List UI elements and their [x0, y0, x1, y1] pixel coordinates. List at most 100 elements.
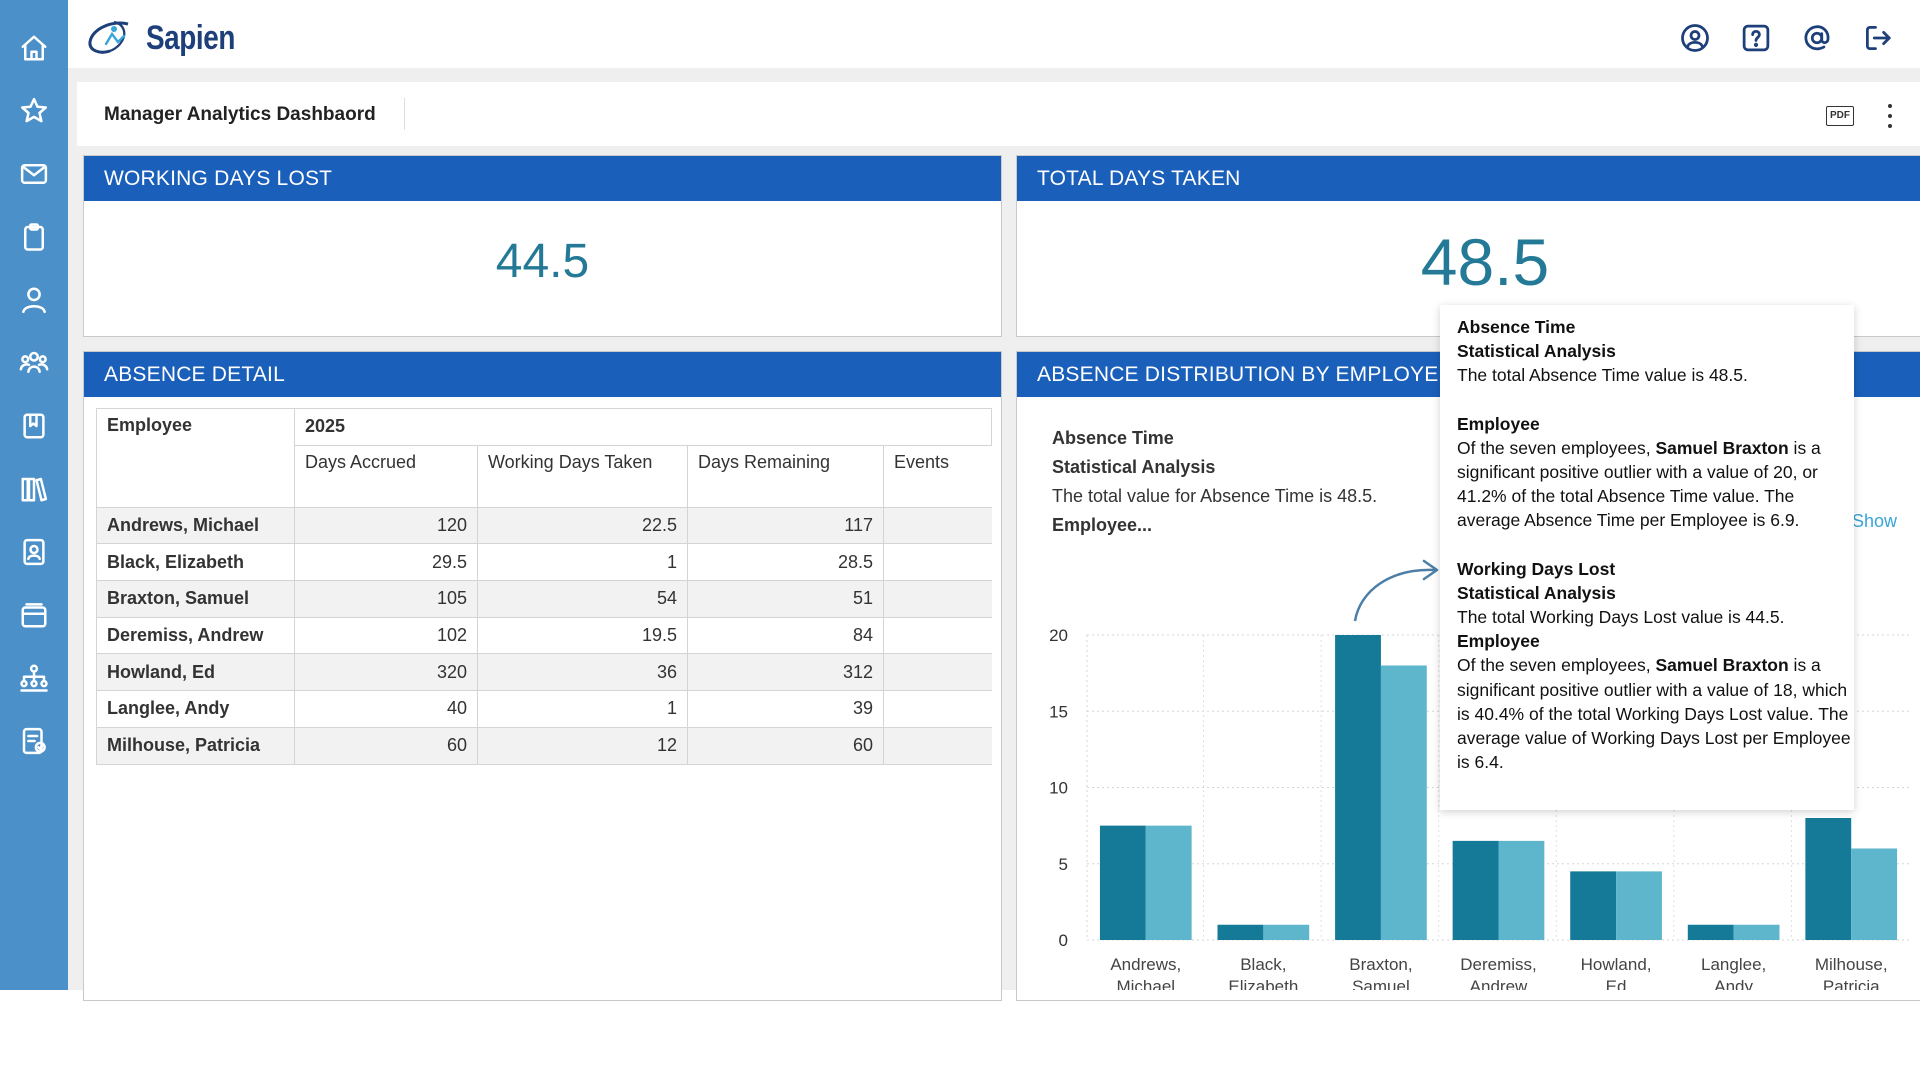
absence-detail-table: Employee 2025 Days Accrued Working Days …	[96, 408, 992, 765]
events	[883, 543, 992, 582]
bar	[1805, 818, 1852, 940]
org-chart-icon[interactable]	[0, 658, 68, 698]
summary-text: The total value for Absence Time is 48.5…	[1052, 486, 1378, 506]
days-remaining: 51	[687, 580, 884, 618]
user-circle-icon[interactable]	[1679, 22, 1711, 54]
tooltip-heading: Absence Time	[1457, 317, 1576, 337]
x-tick-label: Ed	[1606, 977, 1627, 990]
show-more-link[interactable]: Show	[1852, 511, 1898, 531]
sidebar	[0, 0, 68, 990]
book-icon[interactable]	[0, 406, 68, 446]
working-days-taken: 36	[477, 653, 688, 692]
events	[883, 580, 992, 618]
column-header-events[interactable]: Events	[883, 444, 992, 508]
clipboard-icon[interactable]	[0, 217, 68, 257]
events	[883, 506, 992, 545]
bar	[1498, 840, 1545, 940]
employee-name: Braxton, Samuel	[96, 580, 295, 618]
tooltip-subheading: Statistical Analysis	[1457, 341, 1616, 362]
days-remaining: 312	[687, 653, 884, 692]
table-row[interactable]: Deremiss, Andrew 102 19.5 84	[96, 616, 992, 655]
tooltip-heading: Employee	[1457, 413, 1540, 434]
library-icon[interactable]	[0, 469, 68, 509]
tooltip-text: Of the seven employees, Samuel Braxton i…	[1457, 437, 1821, 531]
events	[883, 653, 992, 692]
table-row[interactable]: Langlee, Andy 40 1 39	[96, 690, 992, 728]
at-icon[interactable]	[1801, 22, 1833, 54]
logo-text: Sapien	[146, 18, 235, 57]
working-days-taken: 1	[477, 543, 688, 582]
events	[883, 616, 992, 655]
working-days-lost-value: 44.5	[495, 235, 590, 288]
bar	[1380, 665, 1427, 940]
absence-detail-title: ABSENCE DETAIL	[84, 352, 1001, 397]
y-tick-label: 20	[1049, 626, 1068, 645]
title-divider	[404, 98, 405, 130]
table-row[interactable]: Milhouse, Patricia 60 12 60	[96, 726, 992, 765]
total-days-taken-title: TOTAL DAYS TAKEN	[1017, 156, 1920, 201]
x-tick-label: Howland,	[1581, 955, 1652, 974]
help-icon[interactable]	[1740, 22, 1772, 54]
more-options-icon[interactable]	[1884, 104, 1896, 128]
days-accrued: 29.5	[294, 543, 478, 582]
person-icon[interactable]	[0, 280, 68, 320]
summary-heading: Absence Time	[1052, 428, 1174, 448]
bar	[1335, 635, 1381, 940]
days-remaining: 60	[687, 726, 884, 765]
home-icon[interactable]	[0, 28, 68, 68]
column-header-days-accrued[interactable]: Days Accrued	[294, 444, 478, 508]
bar	[1733, 924, 1780, 940]
column-header-working-days-taken[interactable]: Working Days Taken	[477, 444, 688, 508]
sapien-logo[interactable]: Sapien	[84, 16, 254, 60]
days-accrued: 40	[294, 690, 478, 728]
mail-icon[interactable]	[0, 154, 68, 194]
summary-subheading: Statistical Analysis	[1052, 457, 1216, 477]
working-days-taken: 19.5	[477, 616, 688, 655]
table-row[interactable]: Braxton, Samuel 105 54 51	[96, 580, 992, 618]
logout-icon[interactable]	[1862, 22, 1894, 54]
days-accrued: 320	[294, 653, 478, 692]
x-tick-label: Black,	[1240, 955, 1286, 974]
employee-name: Langlee, Andy	[96, 690, 295, 728]
x-tick-label: Deremiss,	[1460, 955, 1537, 974]
x-tick-label: Andrews,	[1110, 955, 1181, 974]
tooltip-highlight: Samuel Braxton	[1655, 655, 1789, 676]
y-tick-label: 0	[1059, 931, 1068, 950]
y-tick-label: 10	[1049, 779, 1068, 798]
star-icon[interactable]	[0, 91, 68, 131]
bar	[1452, 840, 1499, 940]
sapien-logo-mark	[88, 20, 129, 54]
chart-insight-tooltip: Absence Time Statistical Analysis The to…	[1440, 305, 1854, 810]
tooltip-heading: Working Days Lost	[1457, 558, 1616, 579]
x-tick-label: Michael	[1116, 977, 1175, 990]
table-row[interactable]: Black, Elizabeth 29.5 1 28.5	[96, 543, 992, 582]
working-days-lost-panel: WORKING DAYS LOST 44.5	[83, 155, 1002, 337]
contact-card-icon[interactable]	[0, 532, 68, 572]
table-row[interactable]: Andrews, Michael 120 22.5 117	[96, 506, 992, 545]
summary-more: Employee...	[1052, 515, 1153, 535]
team-icon[interactable]	[0, 343, 68, 383]
x-tick-label: Andrew	[1470, 977, 1528, 990]
employee-name: Howland, Ed	[96, 653, 295, 692]
bar	[1616, 871, 1662, 940]
x-tick-label: Andy	[1714, 977, 1753, 990]
distribution-summary: Absence Time Statistical Analysis The to…	[1052, 424, 1377, 540]
days-remaining: 28.5	[687, 543, 884, 582]
tooltip-subheading: Statistical Analysis	[1457, 582, 1616, 603]
bar	[1099, 825, 1146, 940]
column-header-days-remaining[interactable]: Days Remaining	[687, 444, 884, 508]
column-header-year[interactable]: 2025	[294, 408, 992, 446]
days-accrued: 102	[294, 616, 478, 655]
calendar-icon[interactable]	[0, 595, 68, 635]
tooltip-heading: Employee	[1457, 631, 1540, 652]
days-remaining: 84	[687, 616, 884, 655]
table-row[interactable]: Howland, Ed 320 36 312	[96, 653, 992, 692]
tooltip-highlight: Samuel Braxton	[1655, 437, 1789, 458]
bar	[1687, 924, 1734, 940]
bar	[1145, 825, 1192, 940]
working-days-lost-title: WORKING DAYS LOST	[84, 156, 1001, 201]
pdf-export-icon[interactable]: PDF	[1826, 106, 1854, 126]
report-icon[interactable]	[0, 721, 68, 761]
y-tick-label: 5	[1059, 855, 1068, 874]
column-header-employee[interactable]: Employee	[96, 408, 295, 508]
